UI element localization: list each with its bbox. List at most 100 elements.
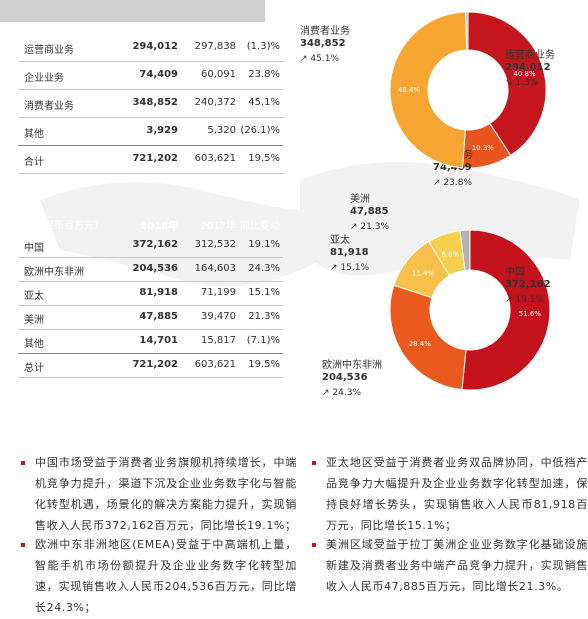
donut-slice: [461, 229, 551, 391]
row-divider: [18, 257, 283, 258]
amount-label: 372,162: [505, 279, 551, 290]
table-cell: 721,202: [132, 359, 178, 370]
change-label: ↗ 45.1%: [300, 54, 339, 64]
table-cell: 14,701: [139, 335, 178, 346]
row-divider: [18, 377, 283, 378]
table: （人民币百万元） 2018年 2017年 同比变动中国 372,162 312,532 19…: [18, 212, 283, 378]
change-label: ↘ 1.3%: [505, 78, 539, 88]
row-divider: [18, 61, 283, 62]
table-cell: 348,852: [132, 97, 178, 108]
amount-label: 294,012: [505, 62, 551, 73]
slice-label: 6.6%: [441, 250, 459, 258]
header-cell: （人民币百万元）: [24, 221, 104, 232]
bullet-text: 中国市场受益于消费者业务旗舰机持续增长，中端机竞争力提升，渠道下沉及企业业务数字…: [35, 456, 297, 532]
table-cell: 19.5%: [248, 359, 280, 370]
table-cell: 19.5%: [248, 153, 280, 164]
table-cell: 60,091: [201, 69, 236, 80]
table-cell: 47,885: [139, 311, 178, 322]
donut-slice: [459, 229, 471, 271]
bullet-marker: [21, 543, 25, 547]
table-cell: 39,470: [201, 311, 236, 322]
bullet-marker: [312, 543, 316, 547]
amount-label: 81,918: [330, 247, 369, 258]
table-cell: 71,199: [201, 287, 236, 298]
table-cell: 312,532: [194, 239, 236, 250]
table-cell: 总计: [24, 363, 44, 374]
change-label: ↗ 23.8%: [433, 178, 472, 188]
table: （人民币百万元） 2018年 2017年 同比变动 运营商业务 294,012 297,83…: [18, 12, 283, 174]
header-cell: 2018年: [140, 221, 178, 232]
bullet-text: 美洲区域受益于拉丁美洲企业业务数字化基础设施新建及消费者业务中端产品竞争力提升，…: [326, 538, 588, 593]
header-cell: （人民币百万元）: [24, 21, 104, 32]
category-label: 中国: [505, 265, 525, 278]
table-cell: 5,320: [207, 125, 236, 136]
row-divider: [18, 305, 283, 306]
header-cell: 同比变动: [240, 21, 280, 32]
row-divider: [18, 353, 283, 354]
row-divider: [18, 173, 283, 174]
amount-label: 204,536: [322, 372, 368, 383]
table-cell: 204,536: [132, 263, 178, 274]
bullet-marker: [21, 461, 25, 465]
slice-label: 28.4%: [409, 340, 432, 348]
row-divider: [18, 117, 283, 118]
table-cell: (7.1)%: [246, 335, 280, 346]
category-label: 运营商业务: [505, 48, 555, 61]
bullet-text: 欧洲中东非洲地区(EMEA)受益于中高端机上量，智能手机市场份额提升及企业业务数…: [35, 538, 297, 614]
table-cell: (26.1)%: [240, 125, 280, 136]
header-cell: 2018年: [140, 21, 178, 32]
slice-label: 48.4%: [398, 86, 421, 94]
slice-label: 40.8%: [513, 70, 536, 78]
table-cell: 中国: [24, 243, 44, 254]
table-cell: 其他: [24, 129, 44, 140]
table-cell: 19.1%: [248, 239, 280, 250]
change-label: ↗ 24.3%: [322, 388, 361, 398]
change-label: ↗ 15.1%: [330, 263, 369, 273]
bullet-marker: [312, 461, 316, 465]
table-cell: 15.1%: [248, 287, 280, 298]
table-cell: 372,162: [132, 239, 178, 250]
table-cell: 603,621: [194, 153, 236, 164]
table-cell: 合计: [24, 157, 44, 168]
table-cell: 164,603: [194, 263, 236, 274]
category-label: 消费者业务: [300, 24, 350, 37]
table-cell: 74,409: [139, 69, 178, 80]
table-cell: 欧洲中东非洲: [24, 267, 84, 278]
header-cell: 同比变动: [240, 221, 280, 232]
table-cell: 美洲: [24, 315, 44, 326]
slice-label: 11.4%: [412, 270, 435, 278]
donut-slice: [389, 11, 468, 169]
amount-label: 47,885: [350, 206, 389, 217]
change-label: ↗ 21.3%: [350, 222, 389, 232]
amount-label: 348,852: [300, 38, 346, 49]
amount-label: 74,409: [433, 162, 472, 173]
table-cell: 240,372: [194, 97, 236, 108]
row-divider: [18, 281, 283, 282]
row-divider: [18, 329, 283, 330]
table-cell: 45.1%: [248, 97, 280, 108]
table-cell: 消费者业务: [24, 101, 74, 112]
table-cell: 297,838: [194, 41, 236, 52]
table-cell: (1.3)%: [246, 41, 280, 52]
table-cell: 企业业务: [24, 73, 64, 84]
table-header: [0, 0, 265, 22]
table-cell: 603,621: [194, 359, 236, 370]
table-cell: 15,817: [201, 335, 236, 346]
slice-label: 10.3%: [472, 144, 495, 152]
change-label: ↗ 19.1%: [505, 295, 544, 305]
table-cell: 294,012: [132, 41, 178, 52]
header-cell: 2017年: [200, 221, 236, 232]
category-label: 亚太: [330, 233, 350, 246]
table-cell: 81,918: [139, 287, 178, 298]
donut-slice: [467, 11, 547, 157]
row-divider: [18, 89, 283, 90]
table-cell: 其他: [24, 339, 44, 350]
table-cell: 亚太: [24, 291, 44, 302]
table-cell: 24.3%: [248, 263, 280, 274]
row-divider: [18, 145, 283, 146]
slice-label: 51.6%: [519, 310, 542, 318]
header-cell: 2017年: [200, 21, 236, 32]
table-cell: 21.3%: [248, 311, 280, 322]
